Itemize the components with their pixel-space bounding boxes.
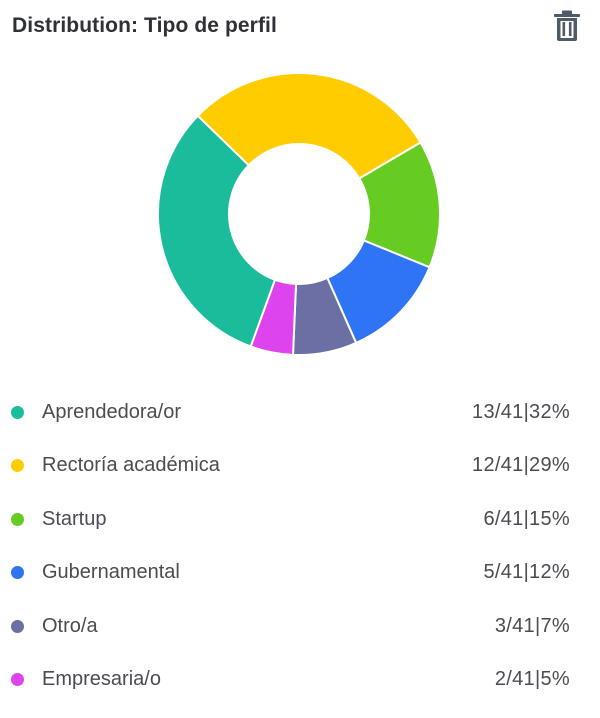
legend-value: 2/41|5% <box>494 668 570 690</box>
legend-color-dot <box>11 673 24 686</box>
legend-value: 3/41|7% <box>494 614 570 637</box>
legend-item[interactable]: Empresaria/o 2/41|5% <box>0 660 600 700</box>
legend-label: Gubernamental <box>42 561 180 583</box>
legend-value: 13/41|32% <box>472 400 570 423</box>
legend-label: Otro/a <box>42 614 98 637</box>
delete-button[interactable] <box>550 8 584 44</box>
legend-label: Rectoría académica <box>42 454 220 476</box>
donut-chart <box>0 58 600 388</box>
legend-item[interactable]: Startup 6/41|15% <box>0 499 600 539</box>
legend-label: Aprendedora/or <box>42 400 181 423</box>
card-header: Distribution: Tipo de perfil <box>12 8 584 44</box>
legend-color-dot <box>11 405 24 419</box>
legend-color-dot <box>11 459 24 472</box>
donut-slice-aprendedora-or[interactable] <box>157 114 277 348</box>
legend-value: 5/41|12% <box>483 561 570 583</box>
legend-color-dot <box>11 566 24 579</box>
legend-item[interactable]: Otro/a 3/41|7% <box>0 606 600 646</box>
legend-label: Startup <box>42 507 107 530</box>
legend-color-dot <box>11 512 24 526</box>
donut-svg <box>157 72 441 356</box>
legend-value: 6/41|15% <box>483 507 570 530</box>
trash-icon <box>554 10 580 41</box>
legend-label: Empresaria/o <box>42 668 161 690</box>
donut-slice-empresaria-o[interactable] <box>249 278 298 356</box>
chart-title: Distribution: Tipo de perfil <box>12 14 277 37</box>
legend-item[interactable]: Gubernamental 5/41|12% <box>0 553 600 593</box>
legend-color-dot <box>11 619 24 633</box>
legend-item[interactable]: Rectoría académica 12/41|29% <box>0 446 600 486</box>
legend-value: 12/41|29% <box>472 454 570 476</box>
legend-item[interactable]: Aprendedora/or 13/41|32% <box>0 392 600 432</box>
donut-slice-rector-a-acad-mica[interactable] <box>196 72 422 180</box>
